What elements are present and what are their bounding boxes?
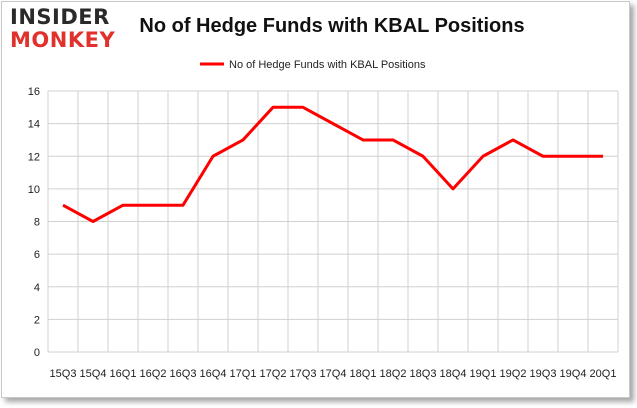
x-tick-label: 18Q4 <box>440 368 467 380</box>
x-tick-label: 17Q1 <box>230 368 257 380</box>
y-tick-label: 16 <box>28 86 40 98</box>
y-axis: 0 2 4 6 8 10 12 14 16 <box>28 86 40 359</box>
x-tick-label: 16Q1 <box>110 368 137 380</box>
logo-line-1: INSIDER <box>10 5 110 29</box>
legend-label: No of Hedge Funds with KBAL Positions <box>229 59 426 71</box>
x-tick-label: 19Q2 <box>500 368 527 380</box>
chart-title: No of Hedge Funds with KBAL Positions <box>139 15 525 37</box>
y-tick-label: 8 <box>34 217 40 229</box>
y-tick-label: 4 <box>34 282 40 294</box>
y-tick-label: 14 <box>28 119 40 131</box>
y-tick-label: 10 <box>28 184 40 196</box>
x-tick-label: 19Q3 <box>530 368 557 380</box>
y-tick-label: 0 <box>34 347 40 359</box>
insider-monkey-logo: INSIDER MONKEY <box>10 5 120 53</box>
logo-line-2: MONKEY <box>10 28 116 52</box>
x-tick-label: 18Q2 <box>380 368 407 380</box>
x-tick-label: 17Q3 <box>290 368 317 380</box>
x-tick-label: 19Q4 <box>560 368 587 380</box>
x-tick-label: 17Q4 <box>320 368 347 380</box>
x-axis: 15Q3 15Q4 16Q1 16Q2 16Q3 16Q4 17Q1 17Q2 17Q3 17Q4… <box>50 368 617 380</box>
y-tick-label: 12 <box>28 151 40 163</box>
x-tick-label: 16Q4 <box>200 368 227 380</box>
chart-frame <box>1 1 630 398</box>
x-tick-label: 16Q2 <box>140 368 167 380</box>
y-tick-label: 2 <box>34 314 40 326</box>
x-tick-label: 18Q1 <box>350 368 377 380</box>
x-tick-label: 20Q1 <box>590 368 617 380</box>
x-tick-label: 19Q1 <box>470 368 497 380</box>
x-tick-label: 15Q4 <box>80 368 107 380</box>
series-line-0 <box>62 105 603 223</box>
legend: No of Hedge Funds with KBAL Positions <box>200 59 426 71</box>
x-tick-label: 18Q3 <box>410 368 437 380</box>
x-tick-label: 15Q3 <box>50 368 77 380</box>
y-tick-label: 6 <box>34 249 40 261</box>
grid-lines <box>47 90 619 353</box>
x-tick-label: 16Q3 <box>170 368 197 380</box>
x-tick-label: 17Q2 <box>260 368 287 380</box>
series-layer <box>62 105 603 223</box>
